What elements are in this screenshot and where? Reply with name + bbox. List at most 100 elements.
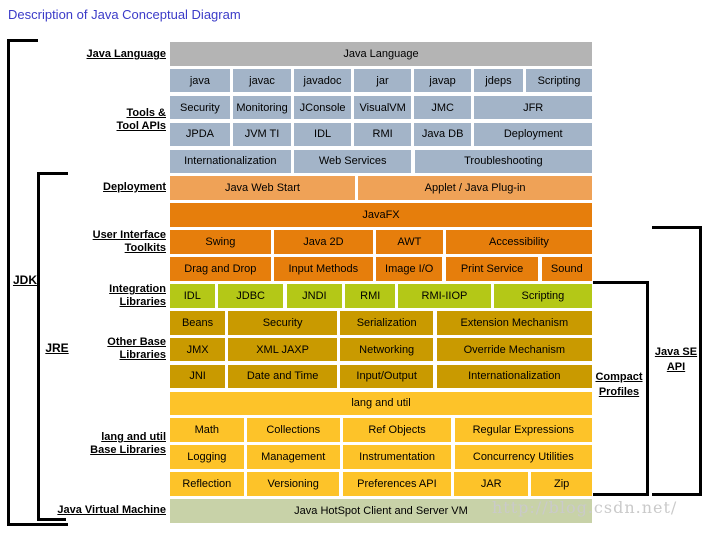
grid-cell[interactable]: JNDI: [286, 284, 343, 308]
grid-cell[interactable]: IDL: [170, 284, 215, 308]
grid-row: Drag and Drop Input Methods Image I/O Print…: [170, 257, 592, 281]
grid-cell[interactable]: Override Mechanism: [436, 337, 593, 362]
side-label[interactable]: Integration Libraries: [40, 283, 166, 309]
grid-cell[interactable]: RMI-IIOP: [398, 284, 491, 308]
grid-cell[interactable]: Beans: [170, 310, 226, 335]
grid-cell[interactable]: Preferences API: [342, 472, 452, 496]
grid-cell[interactable]: AWT: [376, 230, 443, 254]
grid-cell[interactable]: Monitoring: [233, 95, 291, 120]
java-se-api-label[interactable]: Java SE API: [650, 345, 702, 375]
jre-bracket-bottom-arm: [37, 518, 66, 521]
grid-cell[interactable]: JDBC: [217, 284, 284, 308]
grid-cell[interactable]: Collections: [246, 418, 340, 443]
grid-cell[interactable]: Security: [170, 95, 230, 120]
side-label-line: Deployment: [103, 181, 166, 193]
grid-cell[interactable]: Security: [228, 310, 337, 335]
grid-cell[interactable]: Image I/O: [375, 257, 443, 281]
grid-cell[interactable]: JPDA: [170, 122, 230, 147]
java-se-api-bracket-top-arm: [652, 226, 702, 229]
java-se-api-bracket-vertical: [699, 226, 702, 496]
jdk-label[interactable]: JDK: [12, 273, 37, 287]
grid-cell[interactable]: Java Web Start: [170, 176, 355, 201]
side-label-line: Other Base: [107, 336, 166, 348]
side-label[interactable]: User Interface Toolkits: [40, 229, 166, 255]
grid-cell[interactable]: jdeps: [474, 68, 523, 93]
side-label-line: Tool APIs: [116, 120, 167, 132]
grid-cell[interactable]: lang and util: [170, 391, 592, 416]
grid-cell[interactable]: Management: [246, 445, 340, 469]
side-label-line: Libraries: [119, 296, 166, 308]
grid-cell[interactable]: Logging: [170, 445, 244, 469]
grid-row: Java Language: [170, 42, 592, 66]
grid-row: Java Web Start Applet / Java Plug-in: [170, 176, 592, 201]
grid-cell[interactable]: Math: [170, 418, 244, 443]
grid-row: lang and util: [170, 391, 592, 416]
grid-cell[interactable]: Swing: [170, 230, 271, 254]
grid-cell[interactable]: RMI: [354, 122, 412, 147]
grid-cell[interactable]: Java HotSpot Client and Server VM: [170, 499, 592, 523]
grid-cell[interactable]: Deployment: [474, 122, 592, 147]
side-label[interactable]: Java Language: [40, 48, 166, 61]
side-label[interactable]: Deployment: [40, 181, 166, 194]
grid-cell[interactable]: Applet / Java Plug-in: [358, 176, 592, 201]
grid-cell[interactable]: JNI: [170, 364, 226, 389]
grid-cell[interactable]: JConsole: [294, 95, 351, 120]
grid-cell[interactable]: javadoc: [294, 68, 351, 93]
side-label-line: Tools &: [126, 107, 166, 119]
grid-cell[interactable]: Java 2D: [274, 230, 373, 254]
grid-row: Beans Security Serialization Extension Mech…: [170, 310, 593, 335]
grid-cell[interactable]: Internationalization: [436, 364, 593, 389]
grid-cell[interactable]: javac: [233, 68, 291, 93]
grid-cell[interactable]: Troubleshooting: [414, 149, 593, 174]
grid-cell[interactable]: JVM TI: [233, 122, 291, 147]
grid-cell[interactable]: Reflection: [170, 472, 244, 496]
side-label-line: lang and util: [101, 431, 166, 443]
side-label-line: Base Libraries: [90, 444, 166, 456]
grid-cell[interactable]: javap: [414, 68, 471, 93]
side-label[interactable]: lang and util Base Libraries: [40, 431, 166, 457]
compact-profiles-label[interactable]: Compact Profiles: [591, 370, 647, 400]
grid-cell[interactable]: JAR: [454, 472, 529, 496]
page-title[interactable]: Description of Java Conceptual Diagram: [8, 7, 241, 22]
grid-cell[interactable]: JMX: [170, 337, 226, 362]
grid-cell[interactable]: Web Services: [293, 149, 412, 174]
grid-cell[interactable]: Input/Output: [340, 364, 434, 389]
grid-cell[interactable]: Concurrency Utilities: [454, 445, 592, 469]
grid-cell[interactable]: Input Methods: [273, 257, 373, 281]
side-label[interactable]: Tools & Tool APIs: [40, 107, 167, 133]
grid-cell[interactable]: Print Service: [445, 257, 539, 281]
grid-cell[interactable]: Internationalization: [170, 149, 291, 174]
grid-cell[interactable]: JMC: [414, 95, 472, 120]
grid-cell[interactable]: Versioning: [246, 472, 340, 496]
grid-cell[interactable]: JFR: [474, 95, 592, 120]
grid-cell[interactable]: Accessibility: [445, 230, 593, 254]
grid-cell[interactable]: XML JAXP: [228, 337, 337, 362]
side-label[interactable]: Other Base Libraries: [40, 336, 166, 362]
watermark: http://blog.csdn.net/: [492, 498, 678, 517]
grid-cell[interactable]: Java Language: [170, 42, 592, 66]
grid-cell[interactable]: VisualVM: [354, 95, 412, 120]
compact-profiles-label-line2: Profiles: [598, 386, 640, 398]
grid-cell[interactable]: JavaFX: [170, 203, 592, 227]
java-se-api-label-line1: Java SE: [654, 346, 698, 358]
grid-cell[interactable]: RMI: [345, 284, 396, 308]
side-label[interactable]: Java Virtual Machine: [40, 504, 166, 517]
grid-cell[interactable]: Drag and Drop: [170, 257, 271, 281]
grid-cell[interactable]: jar: [354, 68, 411, 93]
grid-cell[interactable]: java: [170, 68, 230, 93]
grid-cell[interactable]: Serialization: [340, 310, 434, 335]
grid-cell[interactable]: Sound: [541, 257, 592, 281]
grid-cell[interactable]: Extension Mechanism: [436, 310, 593, 335]
grid-cell[interactable]: Date and Time: [228, 364, 337, 389]
grid-cell[interactable]: Scripting: [493, 284, 592, 308]
grid-cell[interactable]: Java DB: [414, 122, 472, 147]
jre-label[interactable]: JRE: [45, 341, 69, 355]
grid-cell[interactable]: Networking: [340, 337, 434, 362]
compact-profiles-bracket-vertical: [646, 281, 649, 496]
grid-cell[interactable]: Instrumentation: [342, 445, 452, 469]
grid-cell[interactable]: Regular Expressions: [454, 418, 592, 443]
grid-cell[interactable]: Ref Objects: [342, 418, 452, 443]
grid-cell[interactable]: Zip: [531, 472, 592, 496]
grid-cell[interactable]: IDL: [294, 122, 351, 147]
grid-cell[interactable]: Scripting: [525, 68, 592, 93]
